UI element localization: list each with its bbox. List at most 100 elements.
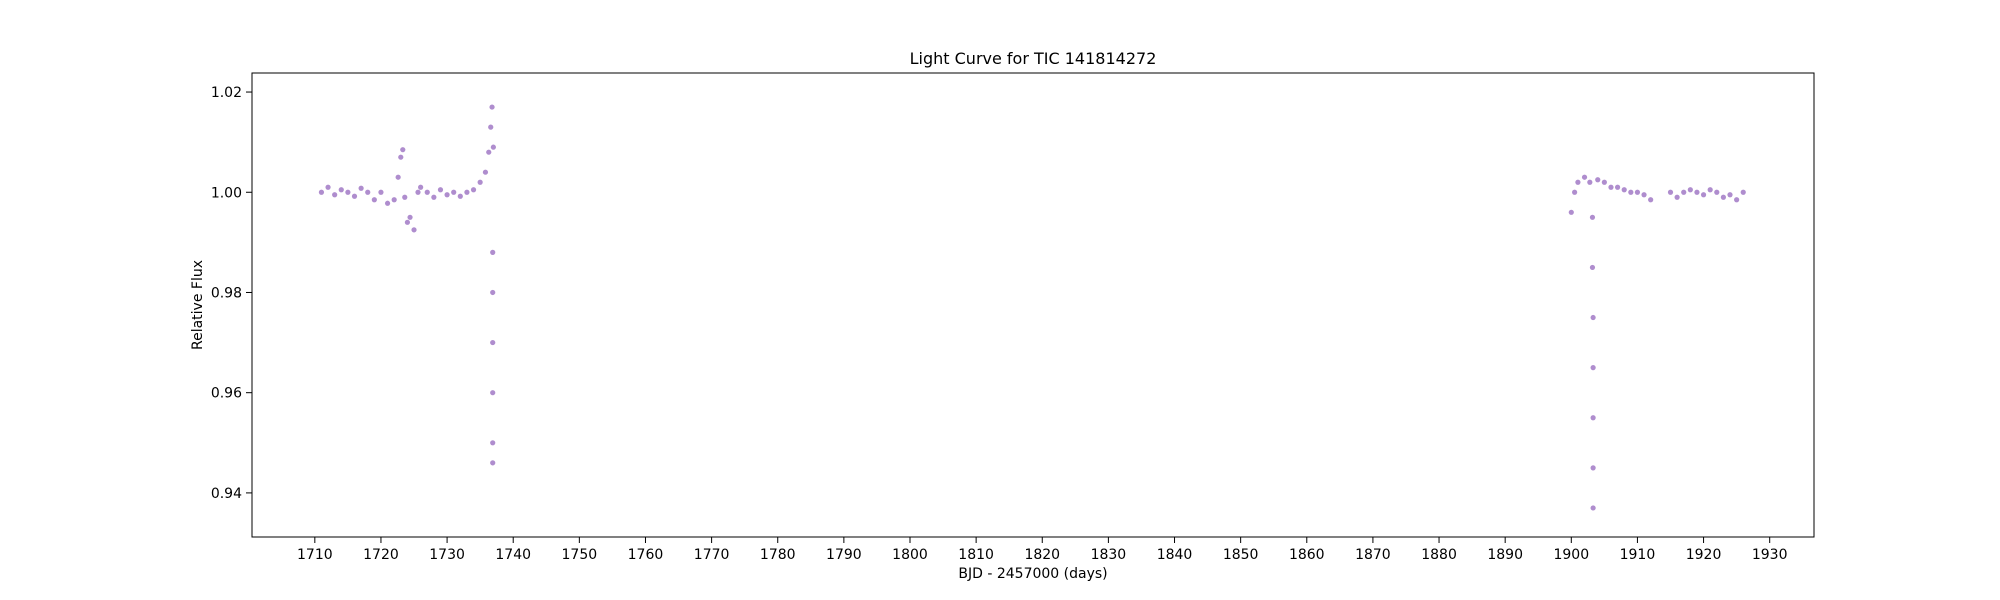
data-point (1572, 189, 1578, 195)
data-point (1581, 174, 1588, 180)
data-point (490, 390, 496, 396)
data-point (444, 192, 450, 198)
data-point (1674, 194, 1680, 200)
data-point (384, 200, 391, 206)
data-point (1589, 264, 1596, 271)
data-point (1734, 197, 1740, 203)
data-point (318, 189, 325, 195)
data-point (490, 440, 496, 446)
data-point (1720, 194, 1726, 200)
data-point (351, 193, 358, 199)
data-point (411, 227, 417, 233)
y-tick-label: 1.00 (211, 185, 242, 201)
data-point (402, 194, 408, 200)
y-tick-label: 1.02 (211, 85, 242, 101)
data-point (431, 194, 437, 200)
y-tick-label: 0.96 (211, 386, 242, 402)
data-point (490, 339, 496, 346)
data-point (486, 149, 492, 155)
data-point (490, 249, 496, 255)
data-point (477, 179, 483, 185)
x-tick-label: 1710 (297, 547, 333, 563)
data-point (415, 189, 421, 195)
data-point (1707, 187, 1713, 193)
data-point (1590, 415, 1596, 421)
x-tick-label: 1900 (1553, 547, 1589, 563)
data-point (1740, 189, 1746, 195)
data-point (371, 197, 377, 203)
plot-area (318, 104, 1746, 511)
x-tick-label: 1810 (958, 547, 994, 563)
plot-frame (251, 72, 1815, 538)
x-tick-label: 1820 (1024, 547, 1060, 563)
data-point (1575, 179, 1581, 185)
data-point (1634, 189, 1641, 195)
data-point (1587, 179, 1593, 185)
data-point (424, 189, 430, 195)
x-tick-label: 1780 (760, 547, 796, 563)
data-point (332, 192, 338, 198)
data-point (490, 289, 496, 296)
x-tick-label: 1830 (1091, 547, 1127, 563)
y-tick-label: 0.94 (211, 486, 242, 502)
data-point (398, 154, 404, 160)
data-point (1687, 187, 1693, 193)
data-points (318, 104, 1746, 511)
x-tick-label: 1880 (1421, 547, 1457, 563)
data-point (1590, 505, 1596, 511)
data-point (391, 197, 397, 203)
x-tick-label: 1930 (1752, 547, 1788, 563)
data-point (1667, 189, 1674, 195)
data-point (325, 184, 331, 190)
data-point (490, 144, 496, 150)
data-point (338, 187, 344, 193)
x-tick-label: 1870 (1355, 547, 1391, 563)
data-point (1601, 179, 1607, 185)
data-point (400, 147, 406, 153)
data-point (1614, 184, 1621, 190)
data-point (437, 187, 444, 193)
data-point (451, 189, 457, 195)
data-point (489, 104, 495, 110)
y-tick-label: 0.98 (211, 285, 242, 301)
x-tick-label: 1720 (363, 547, 399, 563)
data-point (407, 214, 413, 220)
data-point (464, 189, 470, 195)
x-tick-label: 1890 (1487, 547, 1523, 563)
x-tick-label: 1750 (562, 547, 598, 563)
data-point (358, 185, 364, 191)
data-point (488, 124, 494, 130)
x-tick-label: 1850 (1223, 547, 1259, 563)
data-point (1590, 465, 1596, 471)
x-tick-label: 1770 (694, 547, 730, 563)
data-point (1727, 192, 1733, 198)
data-point (490, 460, 496, 466)
data-point (1694, 189, 1700, 195)
x-tick-label: 1840 (1157, 547, 1193, 563)
data-point (1641, 192, 1647, 198)
x-tick-label: 1910 (1620, 547, 1656, 563)
x-tick-label: 1860 (1289, 547, 1325, 563)
data-point (1628, 189, 1634, 195)
data-point (1568, 209, 1574, 215)
x-tick-label: 1760 (628, 547, 664, 563)
data-point (470, 187, 477, 193)
data-point (482, 169, 489, 175)
data-point (1621, 187, 1627, 193)
data-point (1700, 192, 1707, 198)
x-axis-label: BJD - 2457000 (days) (958, 566, 1107, 582)
data-point (378, 189, 384, 195)
x-tick-label: 1920 (1686, 547, 1722, 563)
data-point (1595, 177, 1601, 183)
data-point (1589, 214, 1596, 220)
data-point (1648, 197, 1654, 203)
x-tick-label: 1790 (826, 547, 862, 563)
x-axis-ticks: 1710 1720 1730 1740 1750 1760 1770 1780 1790 1800… (297, 537, 1788, 563)
chart-title: Light Curve for TIC 141814272 (910, 49, 1157, 68)
data-point (418, 184, 424, 190)
x-tick-label: 1800 (892, 547, 928, 563)
data-point (457, 193, 463, 199)
data-point (1608, 184, 1614, 190)
y-axis-label: Relative Flux (190, 260, 206, 350)
